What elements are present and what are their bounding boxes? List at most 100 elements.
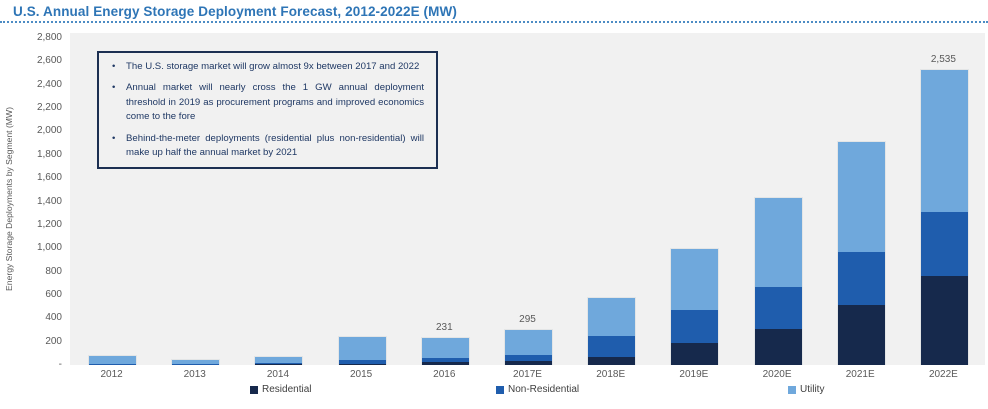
bar-2014	[254, 356, 304, 365]
y-tick-label: 400	[45, 312, 62, 324]
y-tick-label: 1,400	[36, 195, 62, 207]
x-axis-label-2018E: 2018E	[596, 369, 626, 380]
annotation-bullet-list: The U.S. storage market will grow almost…	[107, 60, 424, 160]
y-tick-label: 1,000	[36, 242, 62, 254]
bar-segment-utility	[255, 357, 303, 363]
annotation-box: The U.S. storage market will grow almost…	[97, 51, 438, 169]
y-tick-label: 2,600	[36, 55, 62, 67]
x-axis-label-2015: 2015	[349, 369, 373, 380]
bar-segment-non-residential	[421, 358, 469, 362]
bar-segment-non-residential	[837, 252, 885, 305]
bar-2018E	[587, 297, 637, 365]
bar-segment-non-residential	[754, 287, 802, 329]
bar-slot-2016: 231	[403, 33, 486, 365]
legend-marker-non-residential	[496, 385, 504, 394]
legend-item-residential: Residential	[250, 384, 311, 395]
bar-slot-2014	[236, 33, 319, 365]
annotation-bullet: The U.S. storage market will grow almost…	[107, 60, 424, 75]
x-axis-label-2019E: 2019E	[679, 369, 709, 380]
bar-segment-utility	[172, 360, 220, 364]
bar-2019E	[670, 248, 720, 365]
annotation-bullet: Behind-the-meter deployments (residentia…	[107, 132, 424, 161]
y-tick-label: 200	[45, 335, 62, 347]
bar-2016	[420, 337, 470, 365]
bar-total-label: 295	[519, 314, 536, 325]
x-axis-label-2017E: 2017E	[513, 369, 542, 380]
x-axis-label-2020E: 2020E	[762, 369, 792, 380]
bar-segment-residential	[671, 343, 719, 365]
x-axis-label-2021E: 2021E	[845, 369, 875, 380]
bar-2020E	[753, 197, 803, 365]
bar-total-label: 2,535	[930, 54, 956, 65]
title-underline	[0, 21, 988, 23]
bar-segment-non-residential	[588, 336, 636, 357]
bar-segment-non-residential	[504, 355, 552, 361]
bar-slot-2015	[320, 33, 403, 365]
bar-segment-utility	[837, 142, 885, 252]
x-axis-label-2022E: 2022E	[928, 369, 958, 380]
bar-slot-2019E	[652, 33, 735, 365]
x-axis-label-2012: 2012	[100, 369, 123, 380]
legend-label: Non-Residential	[508, 384, 580, 395]
legend-item-non-residential: Non-Residential	[496, 384, 579, 395]
bar-2017E	[503, 329, 553, 365]
bar-2012	[88, 355, 138, 365]
bar-segment-non-residential	[338, 360, 386, 364]
y-tick-label: 1,600	[36, 172, 62, 184]
y-tick-label: 600	[45, 288, 62, 300]
bar-slot-2022E: 2,535	[902, 33, 985, 365]
legend-label: Utility	[800, 384, 825, 395]
x-axis-label-2016: 2016	[433, 369, 456, 380]
bar-segment-utility	[421, 338, 469, 358]
bar-segment-non-residential	[255, 363, 303, 364]
bar-slot-2013	[153, 33, 236, 365]
bar-segment-non-residential	[89, 364, 137, 365]
legend-item-utility: Utility	[788, 384, 824, 395]
bars-layer: 231 295 2,535	[70, 33, 985, 365]
legend-marker-utility	[788, 385, 796, 394]
bar-2021E	[836, 141, 886, 365]
annotation-bullet: Annual market will nearly cross the 1 GW…	[107, 81, 424, 124]
bar-slot-2020E	[735, 33, 818, 365]
bar-slot-2017E: 295	[486, 33, 569, 365]
bar-segment-residential	[837, 305, 885, 365]
bar-segment-residential	[588, 357, 636, 365]
bar-segment-non-residential	[920, 212, 968, 276]
bar-slot-2018E	[569, 33, 652, 365]
bar-segment-utility	[671, 249, 719, 310]
x-axis-label-2014: 2014	[266, 369, 290, 380]
bar-segment-residential	[255, 364, 303, 365]
y-tick-label: 800	[45, 265, 62, 277]
bar-slot-2012	[70, 33, 153, 365]
bar-2015	[337, 336, 387, 365]
y-tick-label: 1,800	[36, 148, 62, 160]
legend-label: Residential	[262, 384, 312, 395]
bar-segment-residential	[920, 276, 968, 365]
x-axis-label-2013: 2013	[183, 369, 206, 380]
bar-segment-residential	[338, 364, 386, 365]
bar-2022E	[919, 69, 969, 365]
bar-segment-utility	[89, 356, 137, 364]
y-tick-label: -	[58, 359, 62, 370]
bar-segment-utility	[754, 198, 802, 287]
bar-segment-utility	[338, 337, 386, 360]
page-title: U.S. Annual Energy Storage Deployment Fo…	[13, 4, 457, 19]
bar-segment-residential	[504, 361, 552, 365]
bar-segment-non-residential	[172, 364, 220, 365]
legend-marker-residential	[250, 385, 258, 394]
bar-total-label: 231	[435, 322, 453, 333]
bar-segment-residential	[754, 329, 802, 365]
bar-segment-utility	[504, 330, 552, 355]
bar-slot-2021E	[819, 33, 902, 365]
bar-segment-utility	[920, 70, 968, 212]
bar-segment-utility	[588, 298, 636, 336]
y-tick-label: 2,800	[36, 32, 62, 43]
bar-segment-residential	[421, 362, 469, 365]
bar-2013	[171, 359, 221, 365]
y-tick-label: 2,400	[36, 78, 62, 90]
y-tick-label: 2,200	[36, 102, 62, 114]
bar-segment-non-residential	[671, 310, 719, 343]
y-tick-label: 2,000	[36, 125, 62, 137]
y-tick-label: 1,200	[36, 218, 62, 230]
